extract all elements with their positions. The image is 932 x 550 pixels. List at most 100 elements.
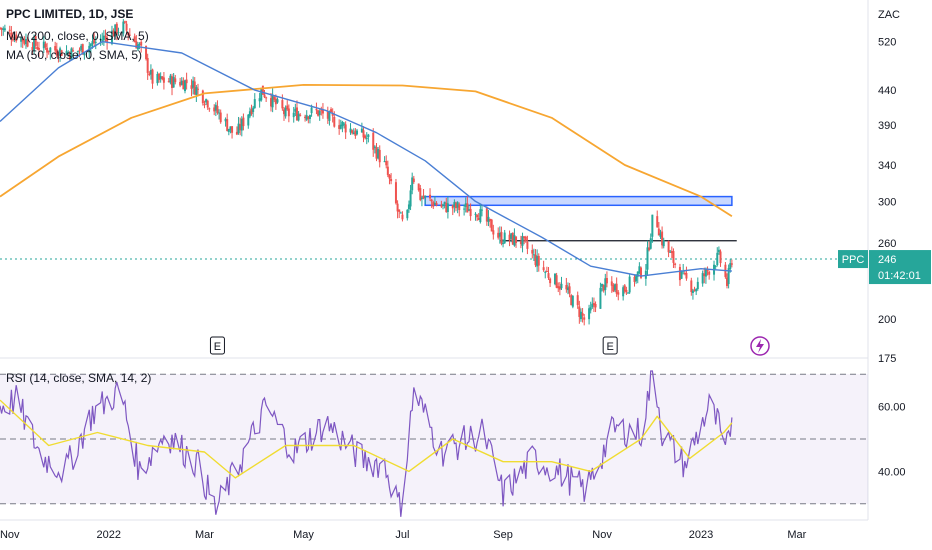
candle-body xyxy=(489,218,492,221)
candle-body xyxy=(242,117,245,127)
candle-body xyxy=(310,107,313,114)
candle-body xyxy=(235,131,238,135)
candle-body xyxy=(701,273,704,284)
candle-body xyxy=(571,295,574,307)
candle-body xyxy=(250,109,253,114)
candle-body xyxy=(542,267,545,271)
candle-body xyxy=(265,97,268,99)
candle-body xyxy=(729,263,732,270)
time-tick-label: Nov xyxy=(592,529,612,541)
candle-body xyxy=(592,303,595,306)
candle-body xyxy=(354,130,357,136)
candle-body xyxy=(477,218,480,221)
earnings-marker[interactable]: E xyxy=(209,336,225,355)
price-tick-label: 440 xyxy=(878,85,896,97)
candle-body xyxy=(65,51,68,55)
candle-body xyxy=(182,80,185,90)
rsi-legend[interactable]: RSI (14, close, SMA, 14, 2) xyxy=(6,371,152,385)
candle-body xyxy=(656,216,659,228)
symbol-badge-text: PPC xyxy=(842,254,865,266)
candle-body xyxy=(633,276,636,282)
candle-body xyxy=(453,202,456,207)
candle-body xyxy=(730,263,733,265)
candle-body xyxy=(315,109,318,111)
candle-body xyxy=(589,307,592,311)
candle-body xyxy=(297,113,300,121)
candle-body xyxy=(476,215,479,218)
price-tick-label: 260 xyxy=(878,238,896,250)
candle-body xyxy=(510,233,513,239)
rsi-line xyxy=(0,370,733,517)
candle-body xyxy=(623,285,626,292)
ma50-legend[interactable]: MA (50, close, 0, SMA, 5) xyxy=(6,48,143,62)
candle-body xyxy=(240,118,243,131)
candle-body xyxy=(617,292,620,295)
candle-body xyxy=(385,161,388,166)
candle-body xyxy=(560,283,563,289)
ma200-legend[interactable]: MA (200, close, 0, SMA, 5) xyxy=(6,29,149,43)
candle-body xyxy=(344,124,347,133)
rsi-ma-line xyxy=(0,399,733,479)
candle-body xyxy=(463,208,466,210)
candle-body xyxy=(547,273,550,278)
candle-body xyxy=(161,76,164,80)
symbol-badge xyxy=(838,250,868,269)
candle-body xyxy=(227,128,230,132)
candle-body xyxy=(445,202,448,213)
candle-body xyxy=(557,286,560,289)
candle-body xyxy=(343,123,346,125)
candle-body xyxy=(123,21,126,23)
ma200-line xyxy=(0,84,733,218)
candle-body xyxy=(534,254,537,266)
candle-body xyxy=(201,90,204,104)
candle-body xyxy=(719,251,722,264)
candle-body xyxy=(365,137,368,139)
candle-body xyxy=(377,149,380,159)
candle-body xyxy=(417,183,420,191)
candle-body xyxy=(411,177,414,191)
candle-body xyxy=(695,289,698,292)
candle-body xyxy=(479,209,482,223)
candle-body xyxy=(612,285,615,292)
candle-body xyxy=(443,201,446,204)
ma50-line xyxy=(0,40,732,277)
candle-body xyxy=(558,286,561,290)
lightning-icon-bolt xyxy=(756,339,764,353)
candle-body xyxy=(537,255,540,266)
candle-body xyxy=(442,204,445,206)
candle-body xyxy=(544,271,547,273)
candle-body xyxy=(500,231,503,244)
earnings-marker-label: E xyxy=(606,341,613,353)
candle-body xyxy=(610,281,613,286)
candle-body xyxy=(390,178,393,182)
candle-body xyxy=(581,313,584,316)
candle-body xyxy=(183,80,186,92)
candle-body xyxy=(635,274,638,282)
candle-body xyxy=(169,75,172,83)
candle-body xyxy=(36,47,39,50)
candle-body xyxy=(195,87,198,96)
candle-body xyxy=(128,34,131,36)
candle-body xyxy=(399,212,402,214)
earnings-marker[interactable]: E xyxy=(602,336,618,355)
candle-body xyxy=(205,99,208,103)
candle-body xyxy=(469,208,472,217)
candle-body xyxy=(133,36,136,43)
candle-body xyxy=(321,109,324,114)
candle-body xyxy=(0,28,3,30)
candle-body xyxy=(349,128,352,133)
candle-body xyxy=(55,49,58,56)
candle-body xyxy=(464,203,467,207)
candle-body xyxy=(515,236,518,243)
candle-body xyxy=(21,38,24,42)
candle-body xyxy=(662,240,665,247)
candle-body xyxy=(352,132,355,135)
price-tick-label: 340 xyxy=(878,160,896,172)
candle-body xyxy=(588,308,591,320)
lightning-icon[interactable] xyxy=(750,336,770,356)
candle-body xyxy=(519,241,522,245)
candle-body xyxy=(60,50,63,56)
candle-body xyxy=(591,303,594,308)
